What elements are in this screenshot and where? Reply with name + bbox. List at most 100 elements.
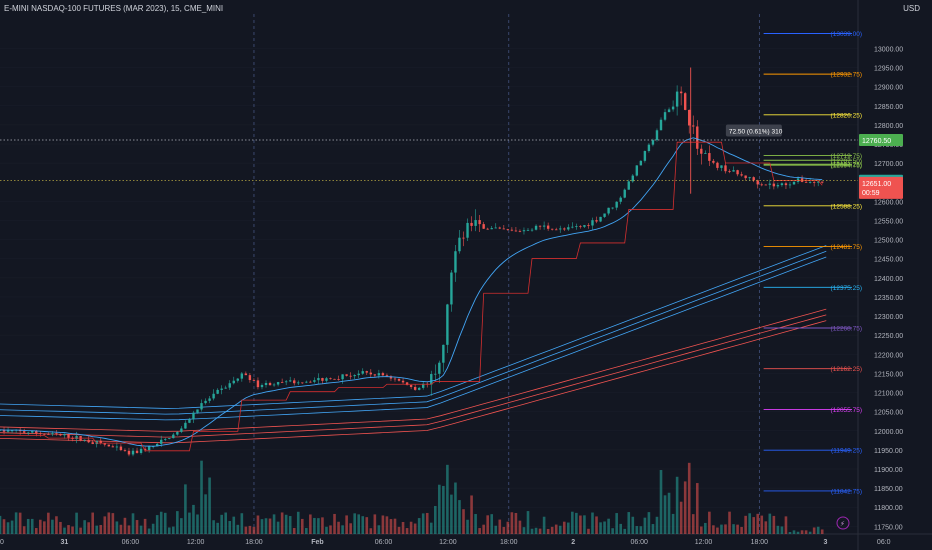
price-tick-label[interactable]: 12700.00	[874, 161, 903, 168]
time-tick-label[interactable]: 31	[60, 539, 68, 546]
volume-bar	[788, 531, 792, 534]
volume-bar	[381, 515, 385, 534]
price-tick-label[interactable]: 12250.00	[874, 333, 903, 340]
volume-bar	[780, 526, 784, 534]
price-tick-label[interactable]: 12500.00	[874, 238, 903, 245]
volume-bar	[305, 528, 308, 534]
time-tick-label[interactable]: 3	[823, 539, 827, 546]
price-tick-label[interactable]: 11900.00	[874, 467, 903, 474]
volume-bar	[433, 506, 437, 534]
time-tick-label[interactable]: 06:00	[122, 539, 140, 546]
price-axis[interactable]: 13000.00 12950.00 12900.00 12850.00 12800.00…	[859, 46, 903, 531]
time-tick-label[interactable]: 06:00	[630, 539, 648, 546]
candle-body	[671, 106, 675, 110]
volume-bar	[494, 525, 498, 534]
candle-body	[667, 109, 671, 113]
candle-body	[724, 165, 727, 172]
price-tick-label[interactable]: 13000.00	[874, 46, 903, 53]
time-tick-label[interactable]: 18:00	[751, 539, 769, 546]
price-tick-label[interactable]: 12850.00	[874, 104, 903, 111]
price-tick-label[interactable]: 11950.00	[874, 448, 903, 455]
price-tick-label[interactable]: 12450.00	[874, 257, 903, 264]
candle-body	[317, 378, 320, 381]
candle-body	[696, 126, 699, 149]
time-tick-label[interactable]: 18:00	[245, 539, 263, 546]
volume-bar	[772, 515, 776, 534]
volume-bar	[679, 501, 683, 534]
volume-bar	[554, 524, 558, 534]
price-tick-label[interactable]: 12300.00	[874, 314, 903, 321]
volume-bar	[615, 513, 618, 534]
candle-body	[341, 374, 344, 380]
candle-body	[31, 430, 34, 433]
candle-body	[542, 225, 546, 227]
volume-bar	[79, 527, 82, 534]
time-axis[interactable]: 00 31 06:00 12:00 18:00 Feb 06:00 12:00 18:00 2 06…	[0, 539, 891, 546]
price-tick-label[interactable]: 12900.00	[874, 85, 903, 92]
volume-bar	[744, 515, 747, 534]
volume-bar	[760, 515, 764, 534]
price-tick-label[interactable]: 12600.00	[874, 199, 903, 206]
volume-bar	[736, 524, 739, 534]
time-tick-label[interactable]: 12:00	[187, 539, 205, 546]
candle-body	[422, 383, 425, 388]
candle-body	[208, 398, 211, 401]
time-tick-label[interactable]: 12:00	[439, 539, 457, 546]
time-tick-label[interactable]: 18:00	[500, 539, 518, 546]
volume-bar	[708, 511, 711, 534]
time-tick-label[interactable]: 2	[571, 539, 575, 546]
candle-body	[248, 375, 252, 381]
candle-body	[397, 378, 401, 381]
price-tick-label[interactable]: 12800.00	[874, 123, 903, 130]
volume-bar	[724, 524, 727, 534]
candle-body	[704, 153, 707, 154]
price-tick-label[interactable]: 12550.00	[874, 218, 903, 225]
time-tick-label[interactable]: 06:0	[877, 539, 891, 546]
candle-body	[599, 216, 602, 222]
volume-bar	[812, 527, 816, 534]
price-tick-label[interactable]: 12150.00	[874, 371, 903, 378]
volume-bar	[236, 524, 240, 534]
time-tick-label[interactable]: 12:00	[695, 539, 713, 546]
volume-bar	[272, 514, 276, 534]
volume-bar	[43, 521, 46, 534]
price-tick-label[interactable]: 11750.00	[874, 524, 903, 531]
price-tick-label[interactable]: 12950.00	[874, 66, 903, 73]
candle-body	[228, 383, 231, 388]
candle-body	[200, 403, 203, 410]
volume-bar	[671, 513, 675, 534]
volume-bar	[204, 494, 207, 534]
price-tick-label[interactable]: 11850.00	[874, 486, 903, 493]
candle-body	[305, 381, 308, 383]
price-tick-label[interactable]: 12000.00	[874, 429, 903, 436]
volume-bar	[534, 527, 538, 534]
price-tick-label[interactable]: 12100.00	[874, 391, 903, 398]
price-tick-label[interactable]: 12200.00	[874, 352, 903, 359]
time-tick-label[interactable]: Feb	[311, 539, 323, 546]
volume-bar	[260, 519, 264, 534]
volume-bar	[486, 515, 489, 534]
candle-body	[288, 380, 292, 382]
price-tick-label[interactable]: 12050.00	[874, 410, 903, 417]
time-tick-label[interactable]: 06:00	[375, 539, 393, 546]
volume-bar	[163, 512, 167, 534]
price-tick-label[interactable]: 12350.00	[874, 295, 903, 302]
candle-body	[579, 226, 582, 228]
price-tick-label[interactable]: 11800.00	[874, 505, 903, 512]
candle-body	[659, 119, 663, 131]
volume-bar	[26, 518, 30, 534]
volume-bar	[816, 526, 820, 534]
volume-bar	[716, 527, 719, 534]
candle-body	[131, 450, 135, 455]
time-tick-label[interactable]: 00	[0, 539, 4, 546]
volume-bar	[401, 521, 405, 534]
candle-body	[301, 382, 304, 384]
volume-bar	[321, 517, 324, 534]
candle-body	[784, 183, 788, 186]
price-tick-label[interactable]: 12400.00	[874, 276, 903, 283]
candle-body	[744, 175, 747, 179]
volume-bar	[712, 525, 715, 534]
candle-body	[788, 184, 792, 186]
candle-body	[405, 382, 409, 386]
